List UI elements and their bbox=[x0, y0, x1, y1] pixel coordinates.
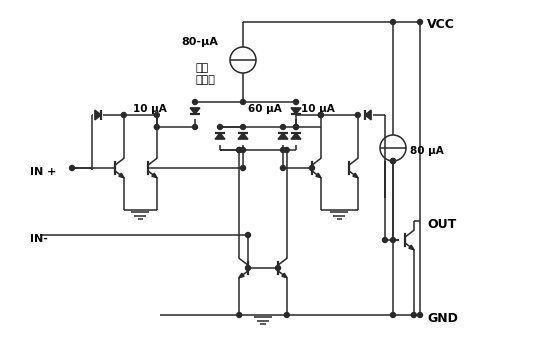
Text: IN-: IN- bbox=[30, 234, 48, 244]
Circle shape bbox=[294, 100, 299, 104]
Text: IN +: IN + bbox=[30, 167, 56, 177]
Circle shape bbox=[246, 265, 250, 271]
Circle shape bbox=[280, 165, 286, 171]
Polygon shape bbox=[239, 273, 244, 278]
Circle shape bbox=[154, 125, 159, 129]
Circle shape bbox=[284, 147, 289, 153]
Circle shape bbox=[280, 147, 286, 153]
Text: 10 μA: 10 μA bbox=[133, 104, 167, 114]
Circle shape bbox=[318, 112, 323, 118]
Circle shape bbox=[294, 125, 299, 129]
Circle shape bbox=[417, 312, 423, 318]
Circle shape bbox=[241, 165, 246, 171]
Polygon shape bbox=[353, 173, 358, 178]
Polygon shape bbox=[409, 245, 414, 250]
Circle shape bbox=[241, 147, 246, 153]
Circle shape bbox=[391, 312, 395, 318]
Polygon shape bbox=[215, 133, 225, 139]
Polygon shape bbox=[95, 110, 101, 120]
Polygon shape bbox=[278, 133, 288, 139]
Circle shape bbox=[218, 125, 223, 129]
Circle shape bbox=[318, 112, 323, 118]
Polygon shape bbox=[238, 133, 248, 139]
Polygon shape bbox=[365, 110, 371, 120]
Circle shape bbox=[310, 165, 315, 171]
Polygon shape bbox=[152, 173, 157, 178]
Text: GND: GND bbox=[427, 311, 458, 325]
Text: 80 μA: 80 μA bbox=[410, 146, 444, 156]
Circle shape bbox=[391, 158, 395, 164]
Polygon shape bbox=[291, 133, 301, 139]
Circle shape bbox=[417, 19, 423, 25]
Polygon shape bbox=[119, 173, 124, 178]
Circle shape bbox=[241, 100, 246, 104]
Circle shape bbox=[280, 125, 286, 129]
Circle shape bbox=[391, 237, 395, 243]
Circle shape bbox=[391, 19, 395, 25]
Text: 10 μA: 10 μA bbox=[301, 104, 335, 114]
Circle shape bbox=[236, 312, 242, 318]
Circle shape bbox=[383, 237, 387, 243]
Circle shape bbox=[241, 125, 246, 129]
Circle shape bbox=[236, 147, 242, 153]
Text: VCC: VCC bbox=[427, 18, 455, 31]
Text: 60 μA: 60 μA bbox=[248, 104, 282, 114]
Circle shape bbox=[411, 312, 416, 318]
Circle shape bbox=[246, 233, 250, 237]
Circle shape bbox=[294, 125, 299, 129]
Text: OUT: OUT bbox=[427, 218, 456, 231]
Circle shape bbox=[276, 265, 280, 271]
Text: 80-μA: 80-μA bbox=[181, 37, 218, 47]
Polygon shape bbox=[316, 173, 321, 178]
Circle shape bbox=[121, 112, 126, 118]
Circle shape bbox=[284, 312, 289, 318]
Circle shape bbox=[154, 112, 159, 118]
Circle shape bbox=[355, 112, 360, 118]
Circle shape bbox=[236, 147, 242, 153]
Polygon shape bbox=[190, 108, 200, 114]
Circle shape bbox=[70, 165, 74, 171]
Polygon shape bbox=[282, 273, 287, 278]
Circle shape bbox=[391, 158, 395, 164]
Circle shape bbox=[193, 100, 197, 104]
Polygon shape bbox=[291, 108, 301, 114]
Circle shape bbox=[193, 125, 197, 129]
Text: 当前
调节器: 当前 调节器 bbox=[195, 63, 215, 85]
